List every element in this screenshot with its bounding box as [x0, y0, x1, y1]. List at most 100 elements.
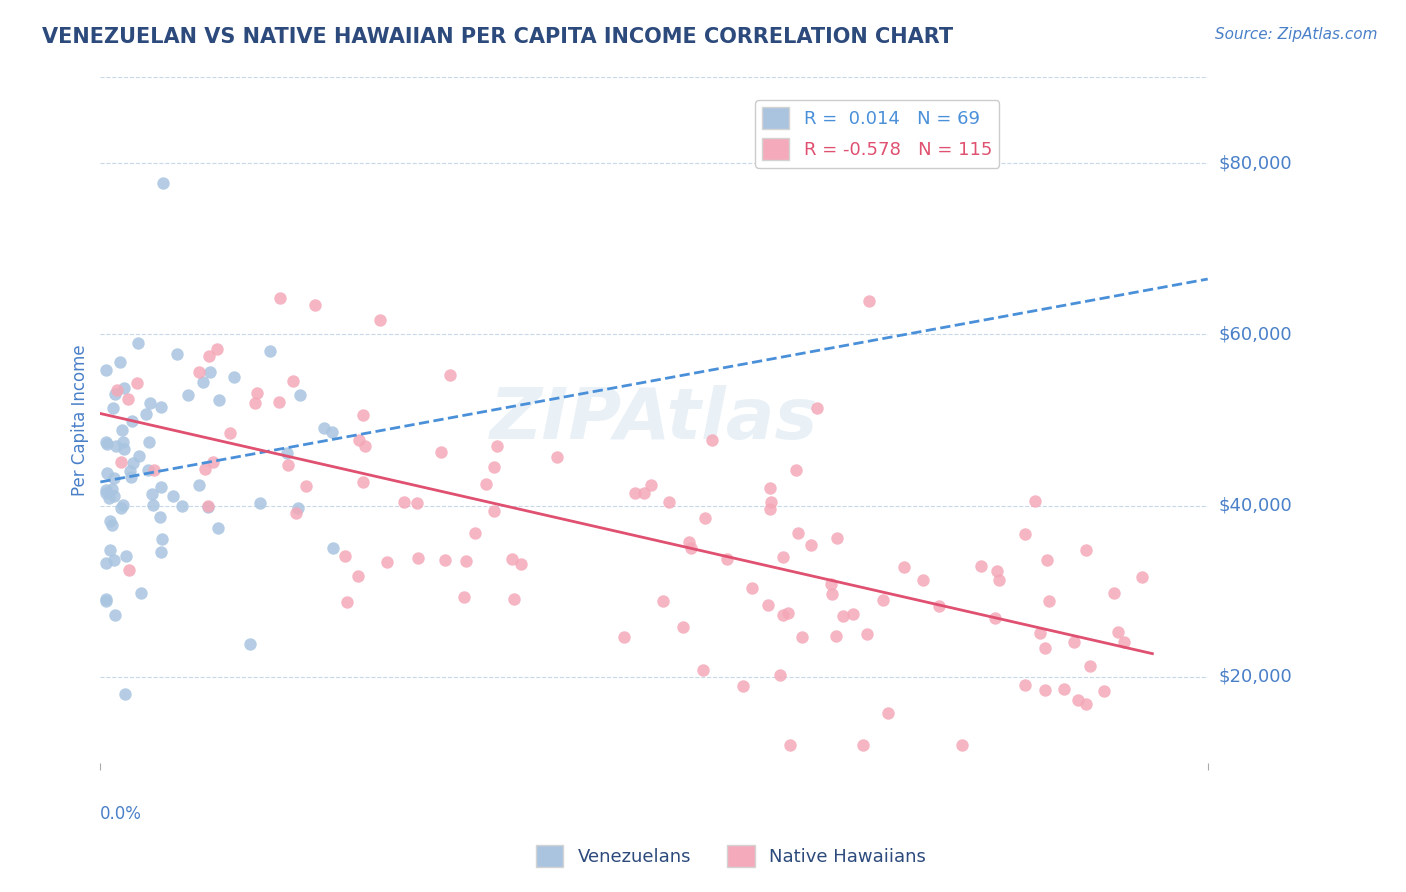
Point [1014, 678, 1036, 692]
Point [205, 343, 228, 357]
Point [128, 450, 150, 464]
Point [700, 433, 723, 447]
Point [1107, 625, 1129, 640]
Point [776, 607, 799, 621]
Point [110, 455, 132, 469]
Point [118, 564, 141, 578]
Point [1038, 594, 1060, 608]
Point [111, 424, 134, 438]
Point [377, 555, 399, 569]
Point [1033, 641, 1056, 656]
Point [779, 739, 801, 753]
Point [321, 425, 343, 440]
Point [96, 437, 118, 451]
Point [277, 458, 299, 472]
Point [1076, 697, 1098, 711]
Point [692, 664, 714, 678]
Point [94, 486, 117, 500]
Point [127, 336, 149, 351]
Point [1053, 681, 1076, 696]
Point [333, 549, 356, 563]
Point [198, 365, 221, 379]
Point [166, 347, 188, 361]
Point [1033, 682, 1056, 697]
Point [135, 407, 157, 421]
Point [149, 510, 172, 524]
Text: $80,000: $80,000 [1219, 154, 1292, 172]
Point [984, 610, 1007, 624]
Point [785, 463, 807, 477]
Point [986, 564, 1008, 578]
Point [100, 517, 122, 532]
Point [693, 511, 716, 525]
Point [856, 627, 879, 641]
Point [201, 455, 224, 469]
Point [336, 594, 359, 608]
Point [772, 607, 794, 622]
Point [825, 629, 848, 643]
Point [852, 739, 875, 753]
Point [970, 558, 993, 573]
Text: $20,000: $20,000 [1219, 668, 1292, 686]
Point [94, 556, 117, 570]
Point [281, 374, 304, 388]
Point [103, 553, 125, 567]
Point [243, 396, 266, 410]
Point [114, 381, 136, 395]
Point [1029, 625, 1052, 640]
Point [758, 598, 780, 612]
Point [152, 176, 174, 190]
Point [98, 491, 121, 505]
Legend: R =  0.014   N = 69, R = -0.578   N = 115: R = 0.014 N = 69, R = -0.578 N = 115 [755, 100, 1000, 168]
Point [101, 401, 124, 415]
Point [100, 514, 122, 528]
Point [304, 298, 326, 312]
Point [678, 535, 700, 549]
Point [825, 532, 848, 546]
Point [872, 592, 894, 607]
Point [613, 630, 636, 644]
Point [439, 368, 461, 383]
Point [222, 370, 245, 384]
Point [790, 631, 813, 645]
Point [769, 668, 792, 682]
Point [368, 312, 391, 326]
Point [546, 450, 568, 464]
Point [484, 460, 506, 475]
Point [314, 421, 336, 435]
Point [136, 463, 159, 477]
Point [94, 435, 117, 450]
Point [110, 501, 132, 516]
Point [125, 376, 148, 390]
Point [150, 479, 173, 493]
Point [294, 479, 316, 493]
Point [104, 607, 127, 622]
Point [139, 396, 162, 410]
Y-axis label: Per Capita Income: Per Capita Income [72, 344, 89, 496]
Point [103, 489, 125, 503]
Point [249, 496, 271, 510]
Point [94, 483, 117, 497]
Point [104, 387, 127, 401]
Point [287, 500, 309, 515]
Point [501, 551, 523, 566]
Point [129, 586, 152, 600]
Point [406, 496, 429, 510]
Point [267, 394, 290, 409]
Point [138, 434, 160, 449]
Point [322, 541, 344, 555]
Point [1080, 658, 1102, 673]
Point [912, 573, 935, 587]
Point [100, 482, 122, 496]
Point [114, 442, 136, 457]
Point [1063, 635, 1085, 649]
Point [482, 503, 505, 517]
Point [259, 343, 281, 358]
Point [207, 521, 229, 535]
Point [633, 486, 655, 500]
Point [658, 495, 681, 509]
Point [392, 495, 415, 509]
Point [149, 545, 172, 559]
Point [1074, 543, 1097, 558]
Text: 0.0%: 0.0% [100, 805, 142, 823]
